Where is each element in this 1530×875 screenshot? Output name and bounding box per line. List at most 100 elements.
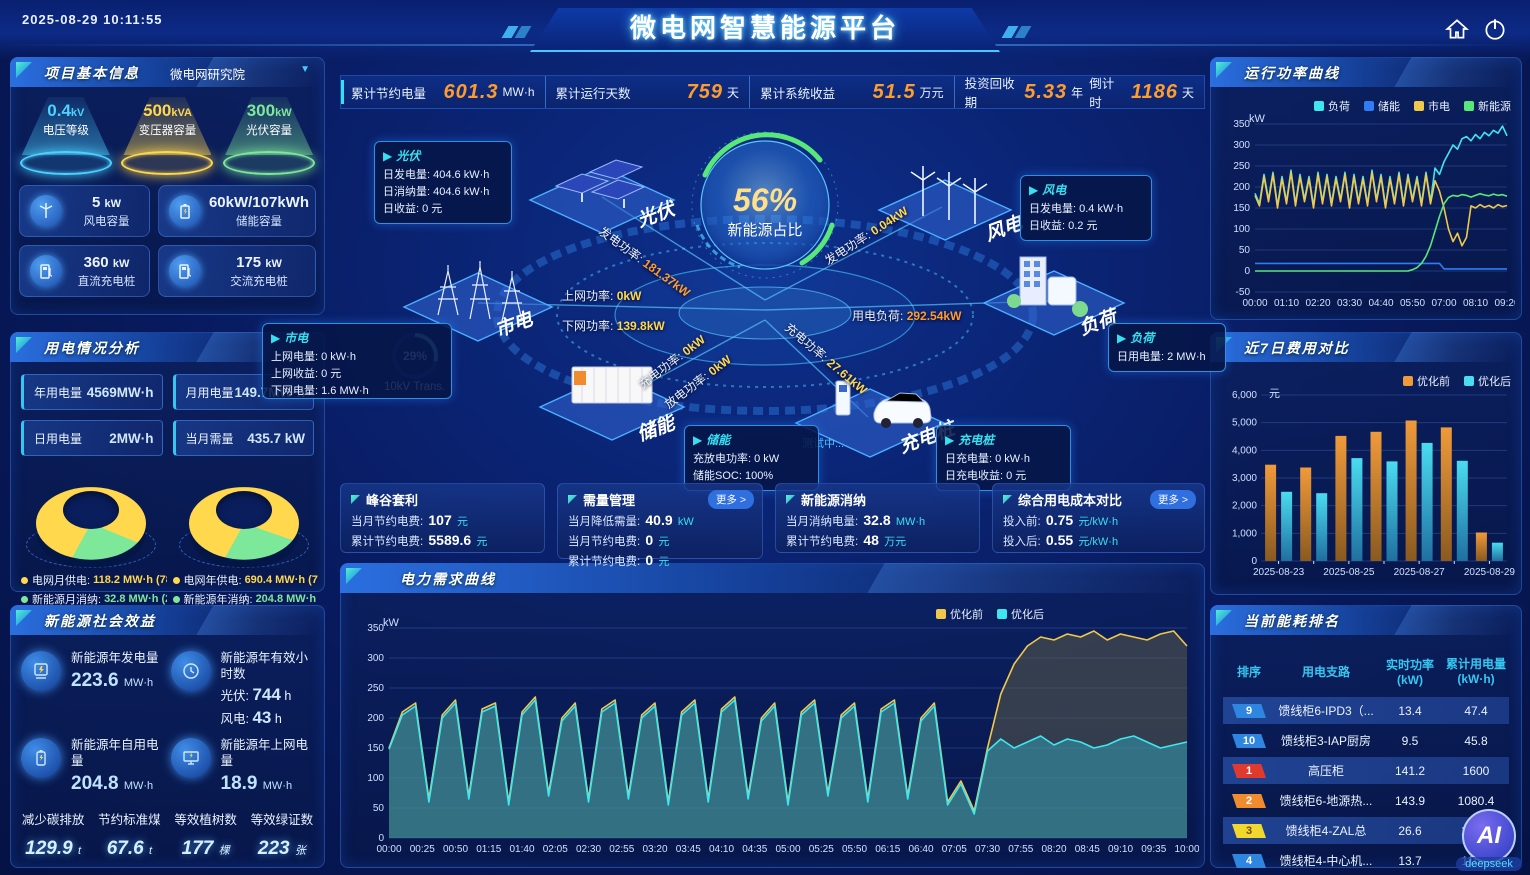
legend-swatch <box>1403 376 1413 386</box>
panel-ranking-header: 当前能耗排名 <box>1210 605 1530 635</box>
svg-text:05:25: 05:25 <box>809 844 834 855</box>
capacity-cone-0: 0.4kV 电压等级 <box>18 97 114 175</box>
org-dropdown[interactable]: 微电网研究院 ▼ <box>170 64 310 83</box>
panel-benefits-title: 新能源社会效益 <box>44 613 156 629</box>
svg-text:02:20: 02:20 <box>1305 298 1330 309</box>
renewable-pct: 56% <box>733 182 797 218</box>
kpi-panel-title: 新能源消纳 <box>786 490 969 509</box>
panel-power-title: 运行功率曲线 <box>1244 65 1340 81</box>
header-slash <box>1394 332 1530 362</box>
battery-container-icon <box>571 366 653 404</box>
capacity-card-2: 360 kW 直流充电桩 <box>19 245 150 297</box>
power-chart: kW -50 0 50 100 150 200 250 300 350 00:00 01:10 02:2… <box>1219 113 1520 319</box>
page-title: 微电网智慧能源平台 <box>629 13 900 43</box>
power-icon[interactable] <box>1482 16 1508 42</box>
svg-text:08:45: 08:45 <box>1075 844 1100 855</box>
branch-name: 馈线柜4-ZAL总 <box>1285 824 1367 838</box>
ev-charging-icon <box>835 380 932 428</box>
ai-assistant-badge[interactable]: AI deepseek <box>1456 809 1522 871</box>
kpi-panel-3: 综合用电成本对比 更多 > 投入前: 0.75 元/kW·h 投入后: 0.55 元/… <box>992 483 1205 553</box>
energy-flow-diagram: 光伏 风电 市电 负荷 储能 充电桩 56% 新能源占比 发电功率: 181.3… <box>262 105 1226 491</box>
svg-text:07:55: 07:55 <box>1008 844 1033 855</box>
wind-node[interactable] <box>877 166 1013 241</box>
dc-charger-icon <box>30 255 62 287</box>
pv-node[interactable] <box>528 159 676 234</box>
power-tower-icon <box>437 261 523 322</box>
svg-text:2025-08-23: 2025-08-23 <box>1253 567 1305 578</box>
corner-icon <box>1216 62 1232 78</box>
arrow-icon: ▶ <box>1029 183 1039 197</box>
benefit-grid-feed: 新能源年上网电量 18.9 MW·h <box>170 738 315 794</box>
svg-text:02:55: 02:55 <box>609 844 634 855</box>
storage-node[interactable] <box>538 366 686 441</box>
renewable-pct-label: 新能源占比 <box>727 222 802 239</box>
svg-text:08:20: 08:20 <box>1041 844 1066 855</box>
top-header: 2025-08-29 10:11:55 微电网智慧能源平台 <box>0 0 1530 60</box>
ai-logo-icon: AI <box>1462 809 1516 863</box>
svg-text:元: 元 <box>1269 388 1280 400</box>
power-legend: 负荷 储能 市电 新能源 <box>1314 98 1511 114</box>
panel-benefits: 新能源社会效益 新能源年发电量 223.6 MW·h 新能源年有效小时数 光伏:… <box>10 605 334 868</box>
svg-text:150: 150 <box>1233 203 1250 214</box>
donut-hole <box>215 491 272 529</box>
branch-name: 馈线柜4-中心机... <box>1279 854 1373 868</box>
cone-value: 300 <box>246 101 276 120</box>
more-button[interactable]: 更多 > <box>707 490 754 509</box>
realtime-power: 26.6 <box>1398 823 1422 838</box>
cone-label: 光伏容量 <box>246 125 293 137</box>
svg-text:02:30: 02:30 <box>576 844 601 855</box>
card-label: 交流充电桩 <box>230 275 288 288</box>
kpi-panel-title: 峰谷套利 <box>351 490 534 509</box>
legend-item: 优化前 <box>1403 373 1450 389</box>
load-node[interactable] <box>982 256 1126 336</box>
benefit-footer-2: 等效植树数 177 棵 <box>174 812 237 859</box>
rank-badge: 10 <box>1232 734 1266 748</box>
corner-icon <box>16 610 32 626</box>
svg-text:09:20: 09:20 <box>1494 298 1515 309</box>
total-energy: 1600 <box>1462 763 1490 778</box>
flow-grid-up: 上网功率: 0kW <box>562 289 642 303</box>
legend-dot <box>172 576 180 584</box>
svg-text:04:40: 04:40 <box>1368 298 1393 309</box>
kpi-panel-1: 需量管理 更多 > 当月降低需量: 40.9 kW 当月节约电费: 0 元累计节约电费… <box>557 483 763 568</box>
svg-text:02:05: 02:05 <box>543 844 568 855</box>
panel-demand-title: 电力需求曲线 <box>400 571 496 587</box>
kpi-row-2: 累计节约电费: 0 元 <box>568 552 670 568</box>
arrow-icon: ▶ <box>383 149 393 163</box>
ai-logo-sub: deepseek <box>1456 857 1522 871</box>
legend-item: 负荷 <box>1314 98 1350 114</box>
svg-text:03:30: 03:30 <box>1337 298 1362 309</box>
svg-text:1,000: 1,000 <box>1232 528 1257 539</box>
legend-item: 优化后 <box>997 606 1044 622</box>
svg-text:03:45: 03:45 <box>676 844 701 855</box>
panel-benefits-header: 新能源社会效益 <box>10 605 334 635</box>
panel-power-header: 运行功率曲线 <box>1210 57 1530 87</box>
panel-usage-title: 用电情况分析 <box>44 340 140 356</box>
benefit-hours: 新能源年有效小时数 光伏: 744 h 风电: 43 h <box>170 651 315 728</box>
realtime-power: 13.7 <box>1398 853 1422 868</box>
rank-badge: 9 <box>1232 704 1266 718</box>
svg-text:05:50: 05:50 <box>842 844 867 855</box>
more-button[interactable]: 更多 > <box>1149 490 1196 509</box>
svg-text:01:15: 01:15 <box>476 844 501 855</box>
legend-swatch <box>1314 101 1324 111</box>
storage-tooltip: ▶ 储能 充放电功率: 0 kW 储能SOC: 100% <box>684 425 819 491</box>
arrow-icon: ▶ <box>693 433 703 447</box>
ranking-row-2[interactable]: 2 馈线柜6-地源热... 143.9 1080.4 <box>1223 787 1509 814</box>
legend-item: 新能源 <box>1464 98 1511 114</box>
benefit-footer: 减少碳排放 129.9 t 节约标准煤 67.6 t 等效植树数 177 棵等效绿证数 22… <box>11 795 324 860</box>
home-icon[interactable] <box>1444 16 1470 42</box>
kpi-row-0: 当月降低需量: 40.9 kW <box>568 512 694 528</box>
ranking-row-9[interactable]: 9 馈线柜6-IPD3（... 13.4 47.4 <box>1223 697 1509 724</box>
ranking-row-10[interactable]: 10 馈线柜3-IAP厨房 9.5 45.8 <box>1223 727 1509 754</box>
ranking-row-1[interactable]: 1 高压柜 141.2 1600 <box>1223 757 1509 784</box>
panel-project-title: 项目基本信息 <box>44 65 140 81</box>
charger-node[interactable] <box>794 380 946 458</box>
panel-project-info: 项目基本信息 微电网研究院 ▼ 0.4kV 电压等级 500kVA 变压器容量 300k… <box>10 57 334 315</box>
svg-text:0: 0 <box>1251 556 1257 567</box>
benefit-footer-0: 减少碳排放 129.9 t <box>21 812 85 859</box>
charger-tooltip: ▶ 充电桩 日充电量: 0 kW·h 日充电收益: 0 元 <box>936 425 1071 491</box>
wind-tooltip: ▶ 风电 日发电量: 0.4 kW·h 日收益: 0.2 元 <box>1020 175 1152 241</box>
svg-text:09:35: 09:35 <box>1141 844 1166 855</box>
